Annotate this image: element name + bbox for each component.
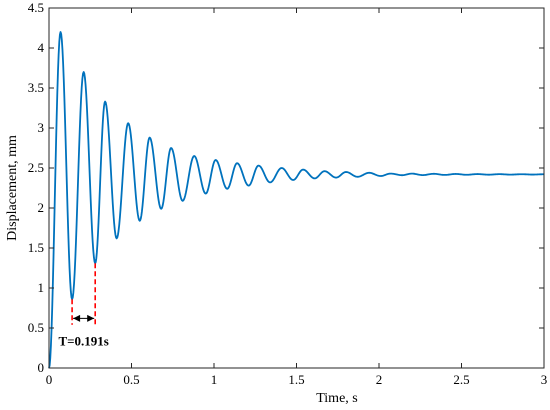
y-tick-label: 4.5 [28, 0, 44, 15]
x-tick-label: 2.5 [453, 372, 469, 387]
x-tick-label: 3 [541, 372, 548, 387]
period-arrowhead-right [87, 314, 95, 322]
y-tick-label: 2.5 [28, 160, 44, 175]
x-tick-label: 0 [46, 372, 53, 387]
period-annotation [71, 263, 96, 325]
y-tick-label: 0 [38, 360, 45, 375]
axis-ticks: 0 0.5 1 1.5 2 2.5 3 0 0.5 1 1.5 2 2.5 3 3.5 4 4.5 [28, 0, 548, 387]
y-tick-label: 1 [38, 280, 45, 295]
y-axis-label: Displacement, mm [5, 135, 20, 241]
y-tick-label: 0.5 [28, 320, 44, 335]
y-tick-label: 2 [38, 200, 45, 215]
period-label: T=0.191s [58, 333, 108, 348]
y-tick-label: 1.5 [28, 240, 44, 255]
x-tick-label: 0.5 [123, 372, 139, 387]
x-tick-label: 2 [376, 372, 383, 387]
x-axis-label: Time, s [316, 391, 358, 406]
y-tick-label: 3 [38, 120, 45, 135]
period-arrowhead-left [73, 314, 81, 322]
plot-area [48, 31, 545, 369]
y-tick-label: 4 [38, 40, 45, 55]
y-tick-label: 3.5 [28, 80, 44, 95]
x-tick-label: 1.5 [288, 372, 304, 387]
displacement-series-line [48, 31, 545, 369]
x-tick-label: 1 [211, 372, 218, 387]
